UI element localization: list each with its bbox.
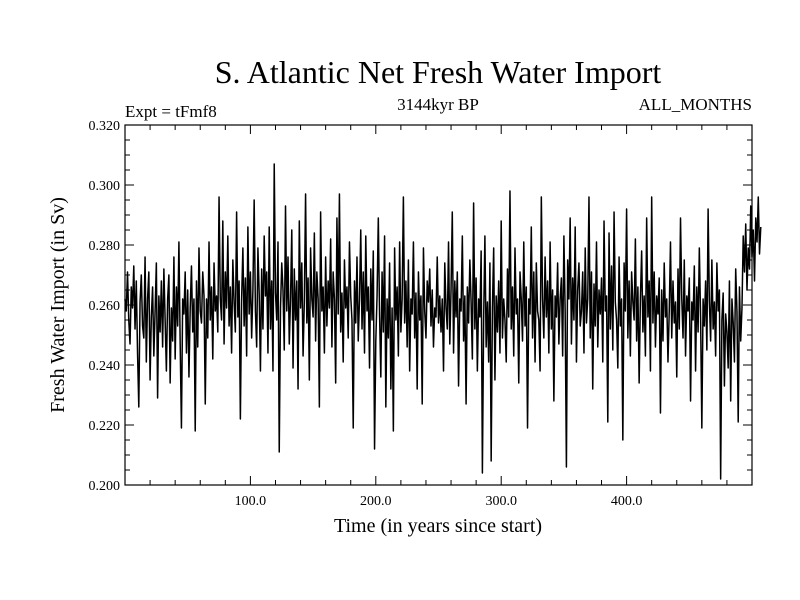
y-tick-label: 0.280 bbox=[89, 239, 121, 254]
x-tick-label: 100.0 bbox=[235, 494, 267, 509]
y-axis-label: Fresh Water Import (in Sv) bbox=[47, 197, 69, 413]
y-tick-labels: 0.200 0.220 0.240 0.260 0.280 0.300 0.320 bbox=[89, 119, 121, 494]
x-tick-label: 300.0 bbox=[485, 494, 517, 509]
x-tick-label: 200.0 bbox=[360, 494, 392, 509]
subtitle-experiment: Expt = tFmf8 bbox=[125, 102, 217, 121]
series-layer bbox=[124, 163, 762, 480]
series-line-0 bbox=[124, 163, 762, 480]
plot-frame bbox=[124, 124, 753, 486]
y-tick-label: 0.300 bbox=[89, 179, 121, 194]
y-tick-label: 0.260 bbox=[89, 299, 121, 314]
x-axis-label: Time (in years since start) bbox=[334, 515, 542, 537]
subtitle-months: ALL_MONTHS bbox=[639, 95, 752, 114]
x-tick-labels: 100.0 200.0 300.0 400.0 bbox=[235, 494, 643, 509]
chart-title: S. Atlantic Net Fresh Water Import bbox=[215, 54, 662, 90]
y-tick-label: 0.200 bbox=[89, 479, 121, 494]
y-tick-label: 0.240 bbox=[89, 359, 121, 374]
subtitle-date: 3144kyr BP bbox=[397, 95, 479, 114]
y-tick-label: 0.320 bbox=[89, 119, 121, 134]
x-tick-label: 400.0 bbox=[611, 494, 643, 509]
y-tick-label: 0.220 bbox=[89, 419, 121, 434]
